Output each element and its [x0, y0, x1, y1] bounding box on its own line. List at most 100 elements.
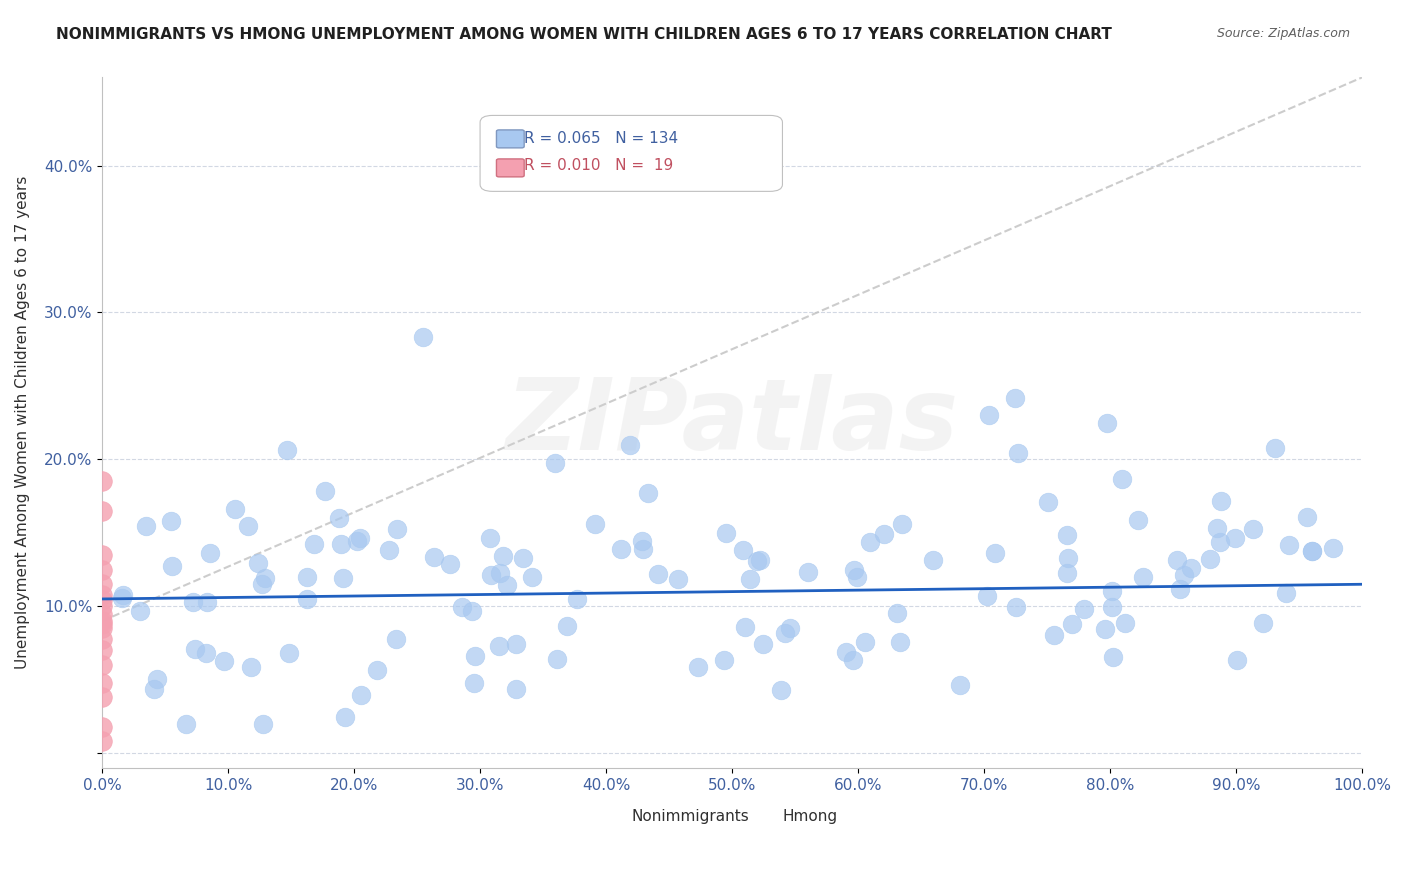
- Point: [492, 549, 515, 563]
- Point: [886, 606, 908, 620]
- Point: [181, 594, 204, 608]
- Point: [984, 546, 1007, 560]
- Point: [796, 566, 818, 580]
- Point: [1060, 616, 1083, 631]
- Point: [1264, 442, 1286, 456]
- Point: [239, 659, 262, 673]
- Point: [146, 673, 169, 687]
- Point: [853, 635, 876, 649]
- Point: [330, 537, 353, 551]
- Point: [224, 502, 246, 516]
- Point: [555, 618, 578, 632]
- Point: [135, 519, 157, 533]
- Point: [276, 442, 298, 457]
- Point: [1073, 602, 1095, 616]
- Point: [610, 542, 633, 557]
- Point: [859, 535, 882, 549]
- Point: [1180, 561, 1202, 575]
- Point: [505, 682, 527, 697]
- Point: [1208, 534, 1230, 549]
- Point: [378, 543, 401, 558]
- Point: [366, 663, 388, 677]
- FancyBboxPatch shape: [598, 806, 624, 824]
- Point: [479, 531, 502, 545]
- Point: [91, 675, 114, 690]
- Text: Hmong: Hmong: [783, 809, 838, 823]
- Point: [745, 554, 768, 568]
- Point: [463, 676, 485, 690]
- Point: [845, 570, 868, 584]
- FancyBboxPatch shape: [479, 115, 783, 192]
- Point: [738, 572, 761, 586]
- Point: [1296, 510, 1319, 524]
- Point: [889, 635, 911, 649]
- Point: [385, 632, 408, 647]
- Point: [1007, 446, 1029, 460]
- Point: [195, 646, 218, 660]
- Point: [714, 525, 737, 540]
- Text: Source: ZipAtlas.com: Source: ZipAtlas.com: [1216, 27, 1350, 40]
- Point: [1322, 541, 1344, 555]
- FancyBboxPatch shape: [496, 159, 524, 177]
- Point: [91, 720, 114, 734]
- Point: [1301, 544, 1323, 558]
- Point: [1036, 495, 1059, 509]
- Point: [488, 566, 510, 581]
- Point: [686, 660, 709, 674]
- Point: [439, 557, 461, 571]
- Text: R = 0.010   N =  19: R = 0.010 N = 19: [524, 158, 673, 173]
- Point: [546, 652, 568, 666]
- Point: [349, 531, 371, 545]
- Point: [1226, 653, 1249, 667]
- Point: [948, 678, 970, 692]
- Point: [734, 620, 756, 634]
- Point: [1132, 570, 1154, 584]
- Point: [461, 604, 484, 618]
- Point: [1301, 543, 1323, 558]
- Point: [1043, 628, 1066, 642]
- Point: [246, 557, 269, 571]
- Point: [464, 648, 486, 663]
- Point: [160, 559, 183, 574]
- Point: [520, 569, 543, 583]
- Point: [91, 643, 114, 657]
- Point: [977, 409, 1000, 423]
- Point: [1101, 584, 1123, 599]
- Point: [1225, 532, 1247, 546]
- Point: [91, 616, 114, 631]
- Point: [91, 563, 114, 577]
- Point: [1126, 513, 1149, 527]
- Point: [1277, 538, 1299, 552]
- Point: [631, 542, 654, 557]
- Point: [1101, 599, 1123, 614]
- Point: [1275, 585, 1298, 599]
- Point: [91, 548, 114, 562]
- Point: [496, 578, 519, 592]
- Point: [142, 681, 165, 696]
- Point: [713, 653, 735, 667]
- Point: [1209, 494, 1232, 508]
- Point: [129, 604, 152, 618]
- Point: [1004, 391, 1026, 405]
- Point: [91, 621, 114, 635]
- Point: [176, 716, 198, 731]
- Point: [631, 534, 654, 549]
- Point: [91, 593, 114, 607]
- Point: [637, 486, 659, 500]
- Point: [332, 571, 354, 585]
- Point: [302, 537, 325, 551]
- Point: [666, 572, 689, 586]
- Point: [314, 484, 336, 499]
- Point: [91, 690, 114, 705]
- Point: [387, 522, 409, 536]
- Point: [1205, 520, 1227, 534]
- Point: [1056, 528, 1078, 542]
- Point: [873, 526, 896, 541]
- Point: [976, 589, 998, 603]
- Point: [328, 511, 350, 525]
- Point: [277, 647, 299, 661]
- Point: [488, 639, 510, 653]
- Point: [751, 637, 773, 651]
- Point: [198, 546, 221, 560]
- Point: [921, 553, 943, 567]
